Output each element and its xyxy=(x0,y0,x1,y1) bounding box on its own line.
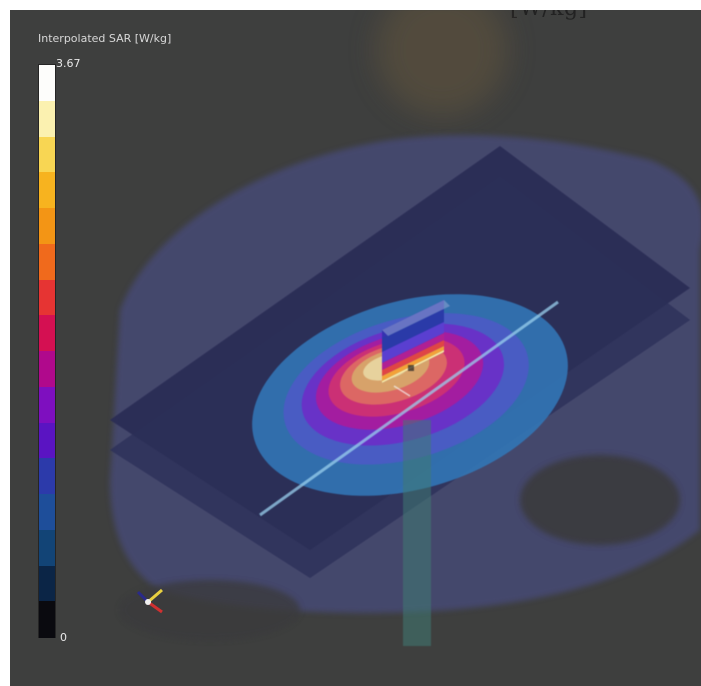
colorbar-min-label: 0 xyxy=(60,631,67,644)
phantom-dark-blob xyxy=(520,455,680,545)
colorbar-segment xyxy=(39,208,55,245)
sar-3d-scene[interactable] xyxy=(10,10,701,686)
colorbar-segment xyxy=(39,530,55,567)
colorbar-segment xyxy=(39,137,55,174)
phantom-shadow-circle xyxy=(376,10,508,116)
colorbar-segment xyxy=(39,423,55,460)
colorbar-title: Interpolated SAR [W/kg] xyxy=(38,32,171,45)
colorbar-segment xyxy=(39,458,55,495)
colorbar-segment xyxy=(39,601,55,638)
colorbar-segment xyxy=(39,315,55,352)
colorbar-segment xyxy=(39,351,55,388)
colorbar-segment xyxy=(39,566,55,603)
colorbar-segment xyxy=(39,244,55,281)
colorbar-segment xyxy=(39,494,55,531)
colorbar-segment xyxy=(39,387,55,424)
colorbar xyxy=(38,64,56,638)
colorbar-max-label: 3.67 xyxy=(56,57,81,70)
orientation-triad-icon[interactable] xyxy=(132,582,168,618)
support-post xyxy=(403,420,431,646)
colorbar-segment xyxy=(39,101,55,138)
colorbar-segment xyxy=(39,172,55,209)
sar-viewport[interactable]: [W/kg] xyxy=(10,10,701,686)
colorbar-segment xyxy=(39,65,55,102)
colorbar-segment xyxy=(39,280,55,317)
